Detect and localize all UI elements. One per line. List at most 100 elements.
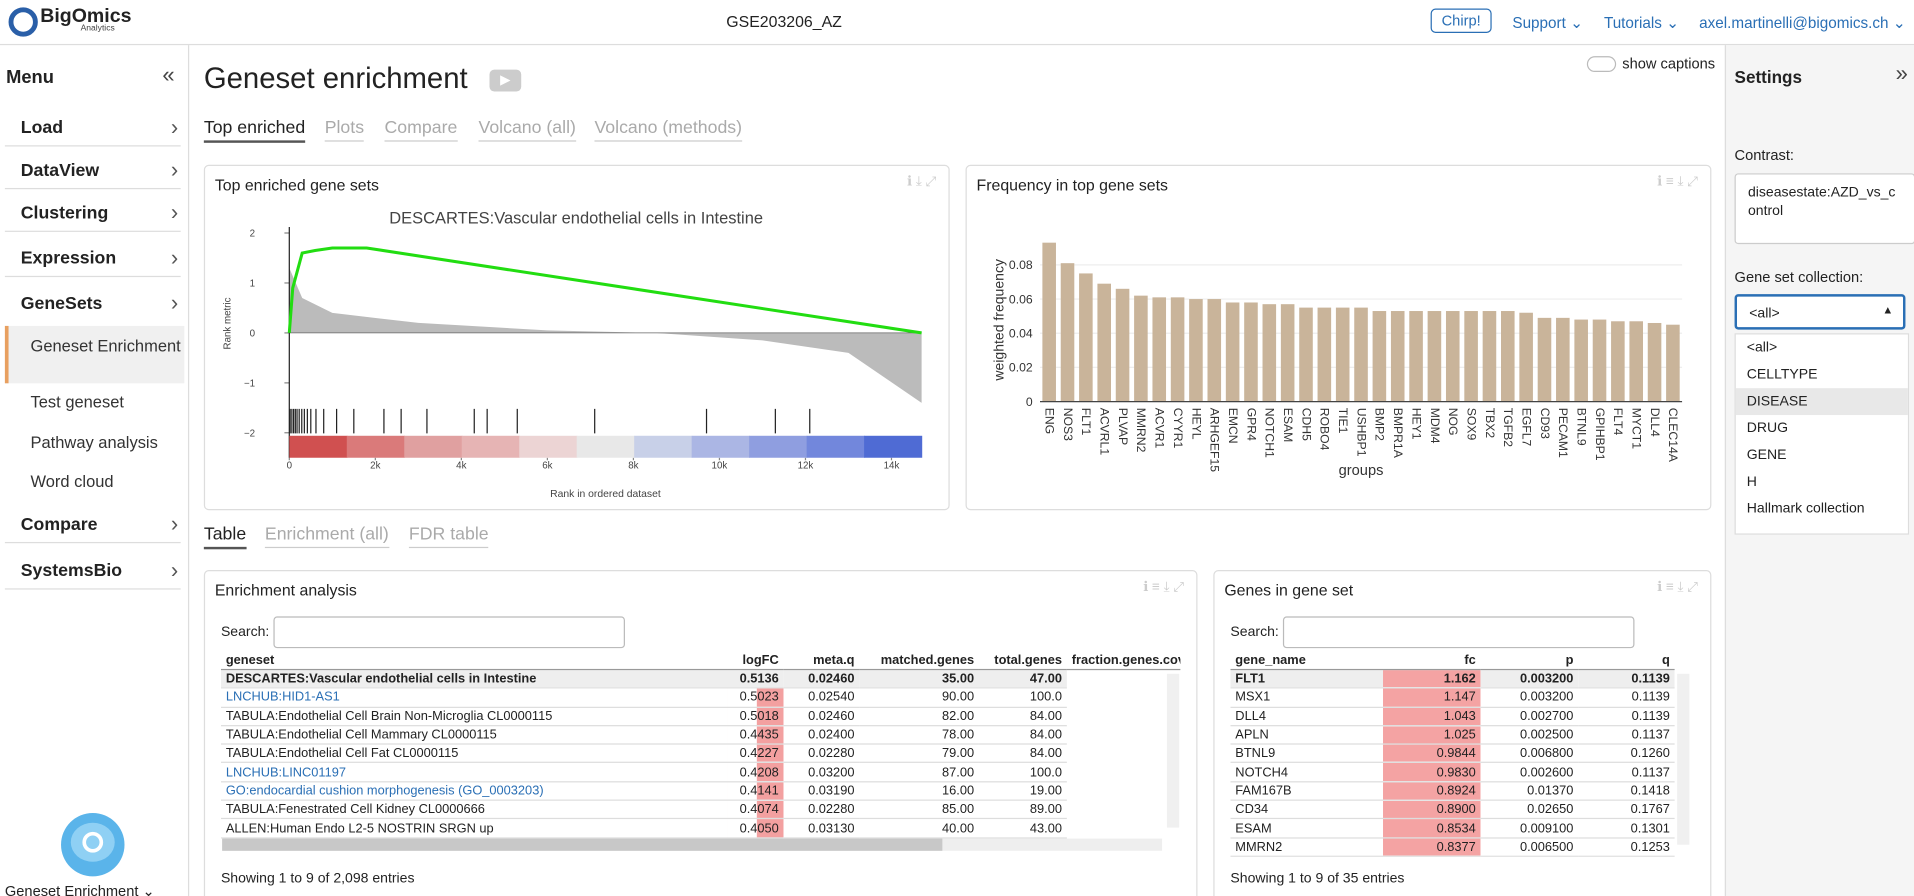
- table-row[interactable]: MMRN2 0.8377 0.006500 0.1253: [1230, 837, 1675, 857]
- table-row[interactable]: CD34 0.8900 0.02650 0.1767: [1230, 800, 1675, 820]
- bar: [1262, 304, 1277, 402]
- search-input[interactable]: [1282, 616, 1635, 649]
- menu-item[interactable]: Compare: [4, 511, 181, 544]
- collection-option[interactable]: DRUG: [1746, 421, 1789, 436]
- chirp-button[interactable]: Chirp!: [1430, 8, 1492, 33]
- table-row[interactable]: BTNL9 0.9844 0.006800 0.1260: [1230, 744, 1675, 764]
- menu-item[interactable]: SystemsBio: [4, 558, 181, 590]
- tab[interactable]: Volcano (all): [478, 118, 576, 142]
- table-row[interactable]: ESAM 0.8534 0.009100 0.1301: [1230, 818, 1675, 839]
- column-header[interactable]: logFC: [727, 651, 784, 671]
- x-tick-label: NOS3: [1061, 408, 1075, 441]
- collection-option[interactable]: CELLTYPE: [1746, 367, 1818, 383]
- bar: [1445, 311, 1460, 402]
- user-menu[interactable]: axel.martinelli@bigomics.ch ⌄: [1699, 14, 1906, 32]
- menu-item[interactable]: DataView: [4, 157, 181, 190]
- column-header[interactable]: q: [1578, 651, 1675, 671]
- table-row[interactable]: FLT1 1.162 0.003200 0.1139: [1230, 669, 1675, 689]
- column-header[interactable]: matched.genes: [859, 651, 979, 671]
- tab[interactable]: Table: [203, 525, 247, 550]
- column-header[interactable]: total.genes: [978, 651, 1067, 671]
- rank-color-bar: [461, 435, 520, 458]
- caption-toggle[interactable]: [1586, 56, 1617, 73]
- table-row[interactable]: NOTCH4 0.9830 0.002600 0.1137: [1230, 762, 1675, 783]
- menu-subitem[interactable]: Geneset Enrichment: [30, 336, 181, 356]
- table-cell: 0.002500: [1480, 725, 1579, 745]
- menu-subitem[interactable]: Test geneset: [30, 393, 124, 412]
- table-row[interactable]: LNCHUB:HID1-AS1 0.5023 0.02540 90.00 100.0: [220, 688, 1180, 708]
- tab[interactable]: Compare: [384, 118, 458, 142]
- x-tick-label: CLEC14A: [1666, 408, 1680, 463]
- table-cell: LNCHUB:LINC01197: [220, 762, 728, 783]
- table-row[interactable]: LNCHUB:LINC01197 0.4208 0.03200 87.00 100.0: [220, 762, 1180, 783]
- panel-icons[interactable]: ℹ ≡ ⤓ ⤢: [1657, 579, 1698, 595]
- menu-item[interactable]: Clustering: [4, 200, 181, 232]
- menu-item[interactable]: Load: [4, 115, 181, 147]
- collapse-settings[interactable]: »: [1895, 61, 1908, 86]
- table-cell: 0.03130: [783, 818, 860, 839]
- rank-color-bar: [576, 435, 635, 458]
- table-row[interactable]: FAM167B 0.8924 0.01370 0.1418: [1230, 781, 1675, 801]
- logo-icon: [8, 7, 38, 37]
- table-info: Showing 1 to 9 of 2,098 entries: [220, 871, 415, 887]
- rank-color-bar: [691, 435, 750, 458]
- panel-icons[interactable]: ℹ ⤓ ⤢: [907, 174, 937, 190]
- table-cell: TABULA:Endothelial Cell Brain Non-Microg…: [220, 706, 728, 727]
- table-cell: 47.00: [978, 669, 1067, 689]
- scrollbar[interactable]: [1677, 673, 1690, 845]
- menu-subitem[interactable]: Word cloud: [30, 472, 114, 491]
- menu-item[interactable]: Expression: [4, 245, 181, 278]
- collection-select[interactable]: <all> ▲: [1734, 294, 1906, 330]
- column-header[interactable]: meta.q: [783, 651, 860, 671]
- column-header[interactable]: fc: [1383, 651, 1481, 671]
- table-cell: 0.003200: [1480, 688, 1579, 708]
- table-row[interactable]: DLL4 1.043 0.002700 0.1139: [1230, 706, 1675, 727]
- table-row[interactable]: DESCARTES:Vascular endothelial cells in …: [220, 669, 1180, 689]
- table-row[interactable]: MSX1 1.147 0.003200 0.1139: [1230, 688, 1675, 708]
- search-input[interactable]: [273, 616, 625, 649]
- tab[interactable]: Plots: [324, 118, 365, 142]
- table-row[interactable]: TABULA:Fenestrated Cell Kidney CL0000666…: [220, 800, 1180, 820]
- collection-option[interactable]: H: [1746, 474, 1757, 490]
- table-cell: 0.1137: [1578, 762, 1675, 783]
- panel-icons[interactable]: ℹ ≡ ⤓ ⤢: [1657, 174, 1698, 190]
- tab[interactable]: Volcano (methods): [594, 118, 743, 142]
- table-row[interactable]: APLN 1.025 0.002500 0.1137: [1230, 725, 1675, 745]
- tab[interactable]: Top enriched: [203, 118, 306, 143]
- contrast-select[interactable]: diseasestate:AZD_vs_control: [1734, 173, 1914, 245]
- support-menu[interactable]: Support ⌄: [1512, 14, 1583, 32]
- collection-option[interactable]: <all>: [1746, 340, 1778, 356]
- menu-subitem[interactable]: Pathway analysis: [30, 433, 158, 452]
- column-header[interactable]: geneset: [220, 651, 728, 671]
- table-row[interactable]: TABULA:Endothelial Cell Mammary CL000011…: [220, 725, 1180, 745]
- table-row[interactable]: TABULA:Endothelial Cell Fat CL0000115 0.4…: [220, 744, 1180, 764]
- column-header[interactable]: gene_name: [1230, 651, 1384, 671]
- panel-icons[interactable]: ℹ ≡ ⤓ ⤢: [1143, 579, 1185, 595]
- table-cell: 0.8534: [1383, 818, 1481, 839]
- settings-panel: Settings » Contrast: diseasestate:AZD_vs…: [1724, 45, 1914, 896]
- video-button[interactable]: ▶: [489, 69, 522, 92]
- column-header[interactable]: p: [1480, 651, 1579, 671]
- collection-option[interactable]: GENE: [1746, 447, 1787, 463]
- collection-option[interactable]: DISEASE: [1735, 388, 1908, 416]
- scrollbar[interactable]: [222, 838, 1163, 851]
- tutorials-menu[interactable]: Tutorials ⌄: [1603, 14, 1679, 32]
- bar: [1519, 312, 1533, 402]
- table-cell: FLT1: [1230, 669, 1384, 689]
- table-row[interactable]: GO:endocardial cushion morphogenesis (GO…: [220, 781, 1180, 801]
- menu-item[interactable]: GeneSets: [5, 291, 181, 321]
- x-tick-label: GPR4: [1244, 408, 1258, 441]
- table-row[interactable]: TABULA:Endothelial Cell Brain Non-Microg…: [220, 706, 1180, 727]
- tab[interactable]: FDR table: [408, 525, 489, 549]
- x-tick-label: EMCN: [1226, 408, 1240, 444]
- bar: [1244, 302, 1258, 402]
- y-tick-label: 0.02: [1009, 361, 1033, 375]
- bar: [1317, 307, 1332, 402]
- collection-option[interactable]: Hallmark collection: [1746, 501, 1865, 517]
- scrollbar[interactable]: [1166, 673, 1180, 828]
- tab[interactable]: Enrichment (all): [264, 525, 389, 549]
- table-row[interactable]: ALLEN:Human Endo L2-5 NOSTRIN SRGN up 0.4…: [220, 818, 1180, 839]
- collapse-menu[interactable]: «: [162, 62, 175, 87]
- column-header[interactable]: fraction.genes.covered: [1066, 651, 1181, 671]
